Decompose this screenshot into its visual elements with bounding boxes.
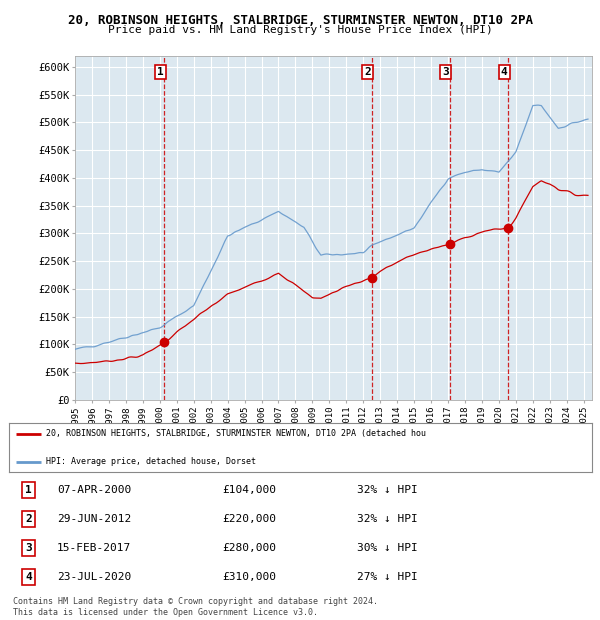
Text: 2: 2 (25, 514, 32, 524)
Text: £280,000: £280,000 (222, 543, 276, 553)
Text: 23-JUL-2020: 23-JUL-2020 (57, 572, 131, 582)
Text: 27% ↓ HPI: 27% ↓ HPI (357, 572, 418, 582)
Text: 2: 2 (364, 67, 371, 77)
Text: 4: 4 (25, 572, 32, 582)
Text: Contains HM Land Registry data © Crown copyright and database right 2024.
This d: Contains HM Land Registry data © Crown c… (13, 598, 378, 617)
Text: Price paid vs. HM Land Registry's House Price Index (HPI): Price paid vs. HM Land Registry's House … (107, 25, 493, 35)
Text: 07-APR-2000: 07-APR-2000 (57, 485, 131, 495)
Text: 32% ↓ HPI: 32% ↓ HPI (357, 485, 418, 495)
Text: HPI: Average price, detached house, Dorset: HPI: Average price, detached house, Dors… (46, 457, 256, 466)
Text: £310,000: £310,000 (222, 572, 276, 582)
Text: £104,000: £104,000 (222, 485, 276, 495)
Text: 20, ROBINSON HEIGHTS, STALBRIDGE, STURMINSTER NEWTON, DT10 2PA (detached hou: 20, ROBINSON HEIGHTS, STALBRIDGE, STURMI… (46, 429, 426, 438)
Text: 20, ROBINSON HEIGHTS, STALBRIDGE, STURMINSTER NEWTON, DT10 2PA: 20, ROBINSON HEIGHTS, STALBRIDGE, STURMI… (67, 14, 533, 27)
Text: 4: 4 (501, 67, 508, 77)
Text: 3: 3 (442, 67, 449, 77)
Text: 29-JUN-2012: 29-JUN-2012 (57, 514, 131, 524)
Text: £220,000: £220,000 (222, 514, 276, 524)
Text: 15-FEB-2017: 15-FEB-2017 (57, 543, 131, 553)
Text: 1: 1 (25, 485, 32, 495)
Text: 3: 3 (25, 543, 32, 553)
Text: 1: 1 (157, 67, 164, 77)
Text: 30% ↓ HPI: 30% ↓ HPI (357, 543, 418, 553)
Text: 32% ↓ HPI: 32% ↓ HPI (357, 514, 418, 524)
